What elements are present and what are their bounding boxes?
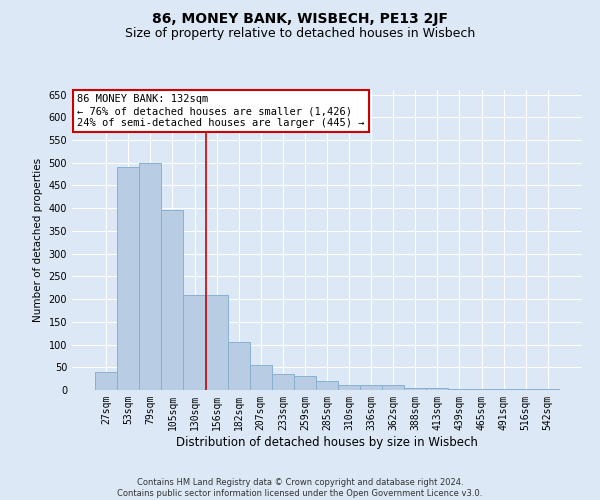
Bar xyxy=(470,389,493,390)
Bar xyxy=(448,389,470,390)
Bar xyxy=(250,365,272,390)
Bar xyxy=(184,294,206,390)
Bar xyxy=(427,388,448,390)
Bar xyxy=(360,386,382,390)
Bar xyxy=(206,294,227,390)
Bar xyxy=(537,389,559,390)
X-axis label: Distribution of detached houses by size in Wisbech: Distribution of detached houses by size … xyxy=(176,436,478,448)
Bar xyxy=(316,381,338,390)
Bar xyxy=(272,374,294,390)
Bar xyxy=(404,388,427,390)
Text: 86 MONEY BANK: 132sqm
← 76% of detached houses are smaller (1,426)
24% of semi-d: 86 MONEY BANK: 132sqm ← 76% of detached … xyxy=(77,94,365,128)
Text: Contains HM Land Registry data © Crown copyright and database right 2024.
Contai: Contains HM Land Registry data © Crown c… xyxy=(118,478,482,498)
Text: 86, MONEY BANK, WISBECH, PE13 2JF: 86, MONEY BANK, WISBECH, PE13 2JF xyxy=(152,12,448,26)
Bar xyxy=(161,210,184,390)
Y-axis label: Number of detached properties: Number of detached properties xyxy=(33,158,43,322)
Bar xyxy=(294,376,316,390)
Bar xyxy=(515,389,537,390)
Bar xyxy=(227,342,250,390)
Bar xyxy=(95,372,117,390)
Text: Size of property relative to detached houses in Wisbech: Size of property relative to detached ho… xyxy=(125,28,475,40)
Bar xyxy=(382,386,404,390)
Bar xyxy=(117,168,139,390)
Bar xyxy=(338,386,360,390)
Bar xyxy=(139,162,161,390)
Bar xyxy=(493,389,515,390)
